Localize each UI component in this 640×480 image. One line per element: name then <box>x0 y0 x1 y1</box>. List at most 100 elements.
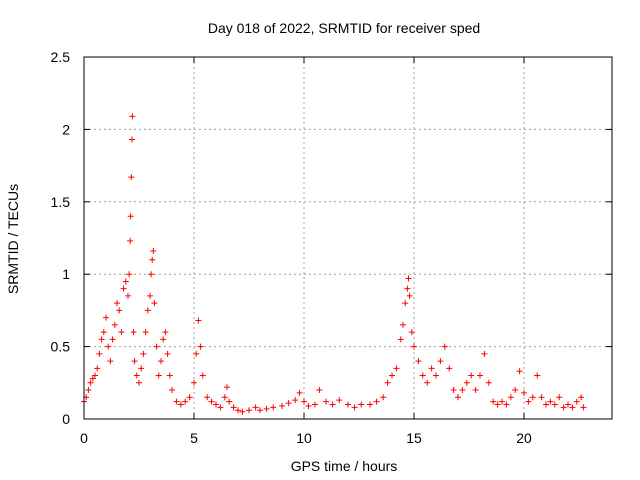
data-point <box>100 329 107 336</box>
data-point <box>160 336 167 343</box>
data-point <box>408 329 415 336</box>
data-point <box>235 407 241 414</box>
data-point <box>111 321 118 328</box>
data-point <box>224 384 230 391</box>
data-point <box>155 372 162 379</box>
data-point <box>336 397 343 404</box>
plot-frame <box>83 56 613 420</box>
data-point <box>459 387 466 394</box>
data-point <box>131 358 138 365</box>
data-point <box>158 358 164 365</box>
data-point <box>428 365 435 372</box>
data-point <box>142 329 149 336</box>
data-point <box>419 372 426 379</box>
x-tick-label: 20 <box>516 430 532 446</box>
x-tick-label: 10 <box>296 430 312 446</box>
data-point <box>263 405 270 412</box>
data-point <box>556 394 563 401</box>
data-point <box>521 389 527 396</box>
data-point <box>463 379 470 386</box>
data-point <box>450 387 457 394</box>
data-point <box>92 372 98 379</box>
data-point <box>573 398 580 405</box>
data-point <box>433 372 439 379</box>
data-point <box>329 401 336 408</box>
data-point <box>560 404 567 411</box>
data-point <box>547 398 554 405</box>
data-point <box>529 394 536 401</box>
data-point <box>230 404 237 411</box>
y-tick-label: 1.5 <box>51 194 71 210</box>
y-axis-label: SRMTID / TECUs <box>5 184 21 294</box>
data-point <box>543 401 549 408</box>
data-points <box>81 113 587 415</box>
data-point <box>411 343 417 350</box>
data-point <box>133 372 140 379</box>
data-point <box>103 314 109 321</box>
data-point <box>191 379 197 386</box>
data-point <box>208 398 215 405</box>
data-point <box>125 292 131 299</box>
data-point <box>193 350 200 357</box>
data-point <box>122 278 129 285</box>
data-point <box>345 401 351 408</box>
data-point <box>136 379 142 386</box>
data-point <box>485 379 492 386</box>
data-point <box>257 407 263 414</box>
data-point <box>551 401 558 408</box>
x-tick-label: 15 <box>406 430 422 446</box>
y-tick-label: 0 <box>62 411 70 427</box>
data-point <box>312 401 318 408</box>
data-point <box>389 372 395 379</box>
data-point <box>481 350 488 357</box>
data-point <box>270 404 277 411</box>
data-point <box>285 400 292 407</box>
y-tick-label: 0.5 <box>51 339 71 355</box>
data-point <box>177 401 184 408</box>
data-point <box>162 329 169 336</box>
x-axis-label: GPS time / hours <box>291 458 398 474</box>
data-point <box>169 387 175 394</box>
data-point <box>147 292 153 299</box>
data-point <box>380 394 387 401</box>
data-point <box>173 398 180 405</box>
data-point <box>226 398 233 405</box>
data-point <box>116 307 123 314</box>
data-point <box>164 350 171 357</box>
data-point <box>404 285 411 292</box>
data-point <box>128 136 135 143</box>
data-point <box>105 343 112 350</box>
data-point <box>292 397 299 404</box>
data-point <box>129 113 136 120</box>
data-point <box>150 248 157 255</box>
data-point <box>197 343 204 350</box>
data-point <box>221 394 228 401</box>
data-point <box>367 401 373 408</box>
data-point <box>213 401 219 408</box>
data-point <box>151 300 158 307</box>
data-point <box>199 372 206 379</box>
data-point <box>166 372 173 379</box>
data-point <box>578 394 585 401</box>
data-point <box>534 372 541 379</box>
data-point <box>138 365 145 372</box>
y-tick-label: 2.5 <box>51 49 71 65</box>
data-point <box>279 402 285 409</box>
data-point <box>384 379 391 386</box>
data-point <box>127 213 134 220</box>
data-point <box>437 358 444 365</box>
data-point <box>246 407 252 414</box>
data-point <box>128 174 135 181</box>
data-point <box>512 387 519 394</box>
data-point <box>490 398 497 405</box>
data-point <box>424 379 431 386</box>
data-point <box>114 300 120 307</box>
data-point <box>305 402 312 409</box>
data-point <box>98 336 105 343</box>
data-point <box>140 350 147 357</box>
data-point <box>316 387 323 394</box>
x-tick-label: 0 <box>80 430 88 446</box>
data-point <box>94 365 101 372</box>
data-point <box>507 394 514 401</box>
x-tick-label: 5 <box>190 430 198 446</box>
